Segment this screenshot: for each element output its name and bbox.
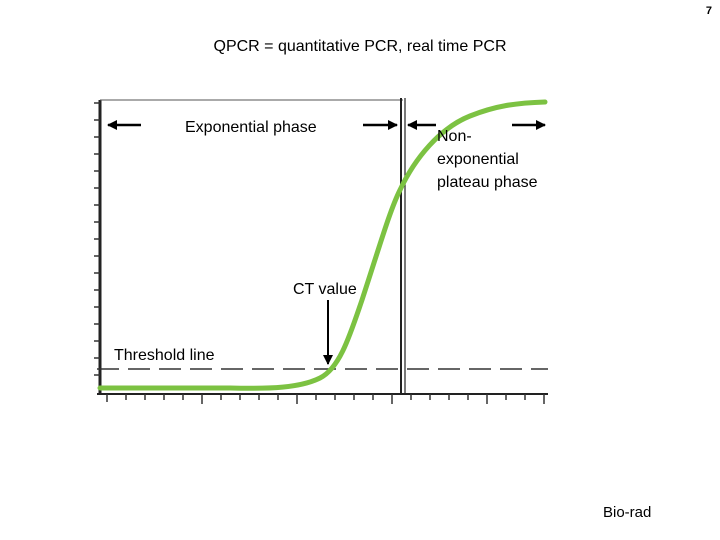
ct-value-label: CT value: [293, 281, 357, 298]
x-axis-ticks: [106, 394, 545, 404]
slide-title: QPCR = quantitative PCR, real time PCR: [213, 38, 507, 55]
exponential-phase-label: Exponential phase: [185, 119, 317, 136]
amplification-curve: [97, 99, 548, 391]
non-exponential-plateau-label: Non-exponential plateau phase: [437, 128, 538, 191]
y-axis-ticks: [94, 102, 100, 376]
page-number: 7: [705, 5, 712, 17]
threshold-line-label: Threshold line: [114, 347, 215, 364]
source-credit: Bio-rad: [603, 504, 652, 521]
